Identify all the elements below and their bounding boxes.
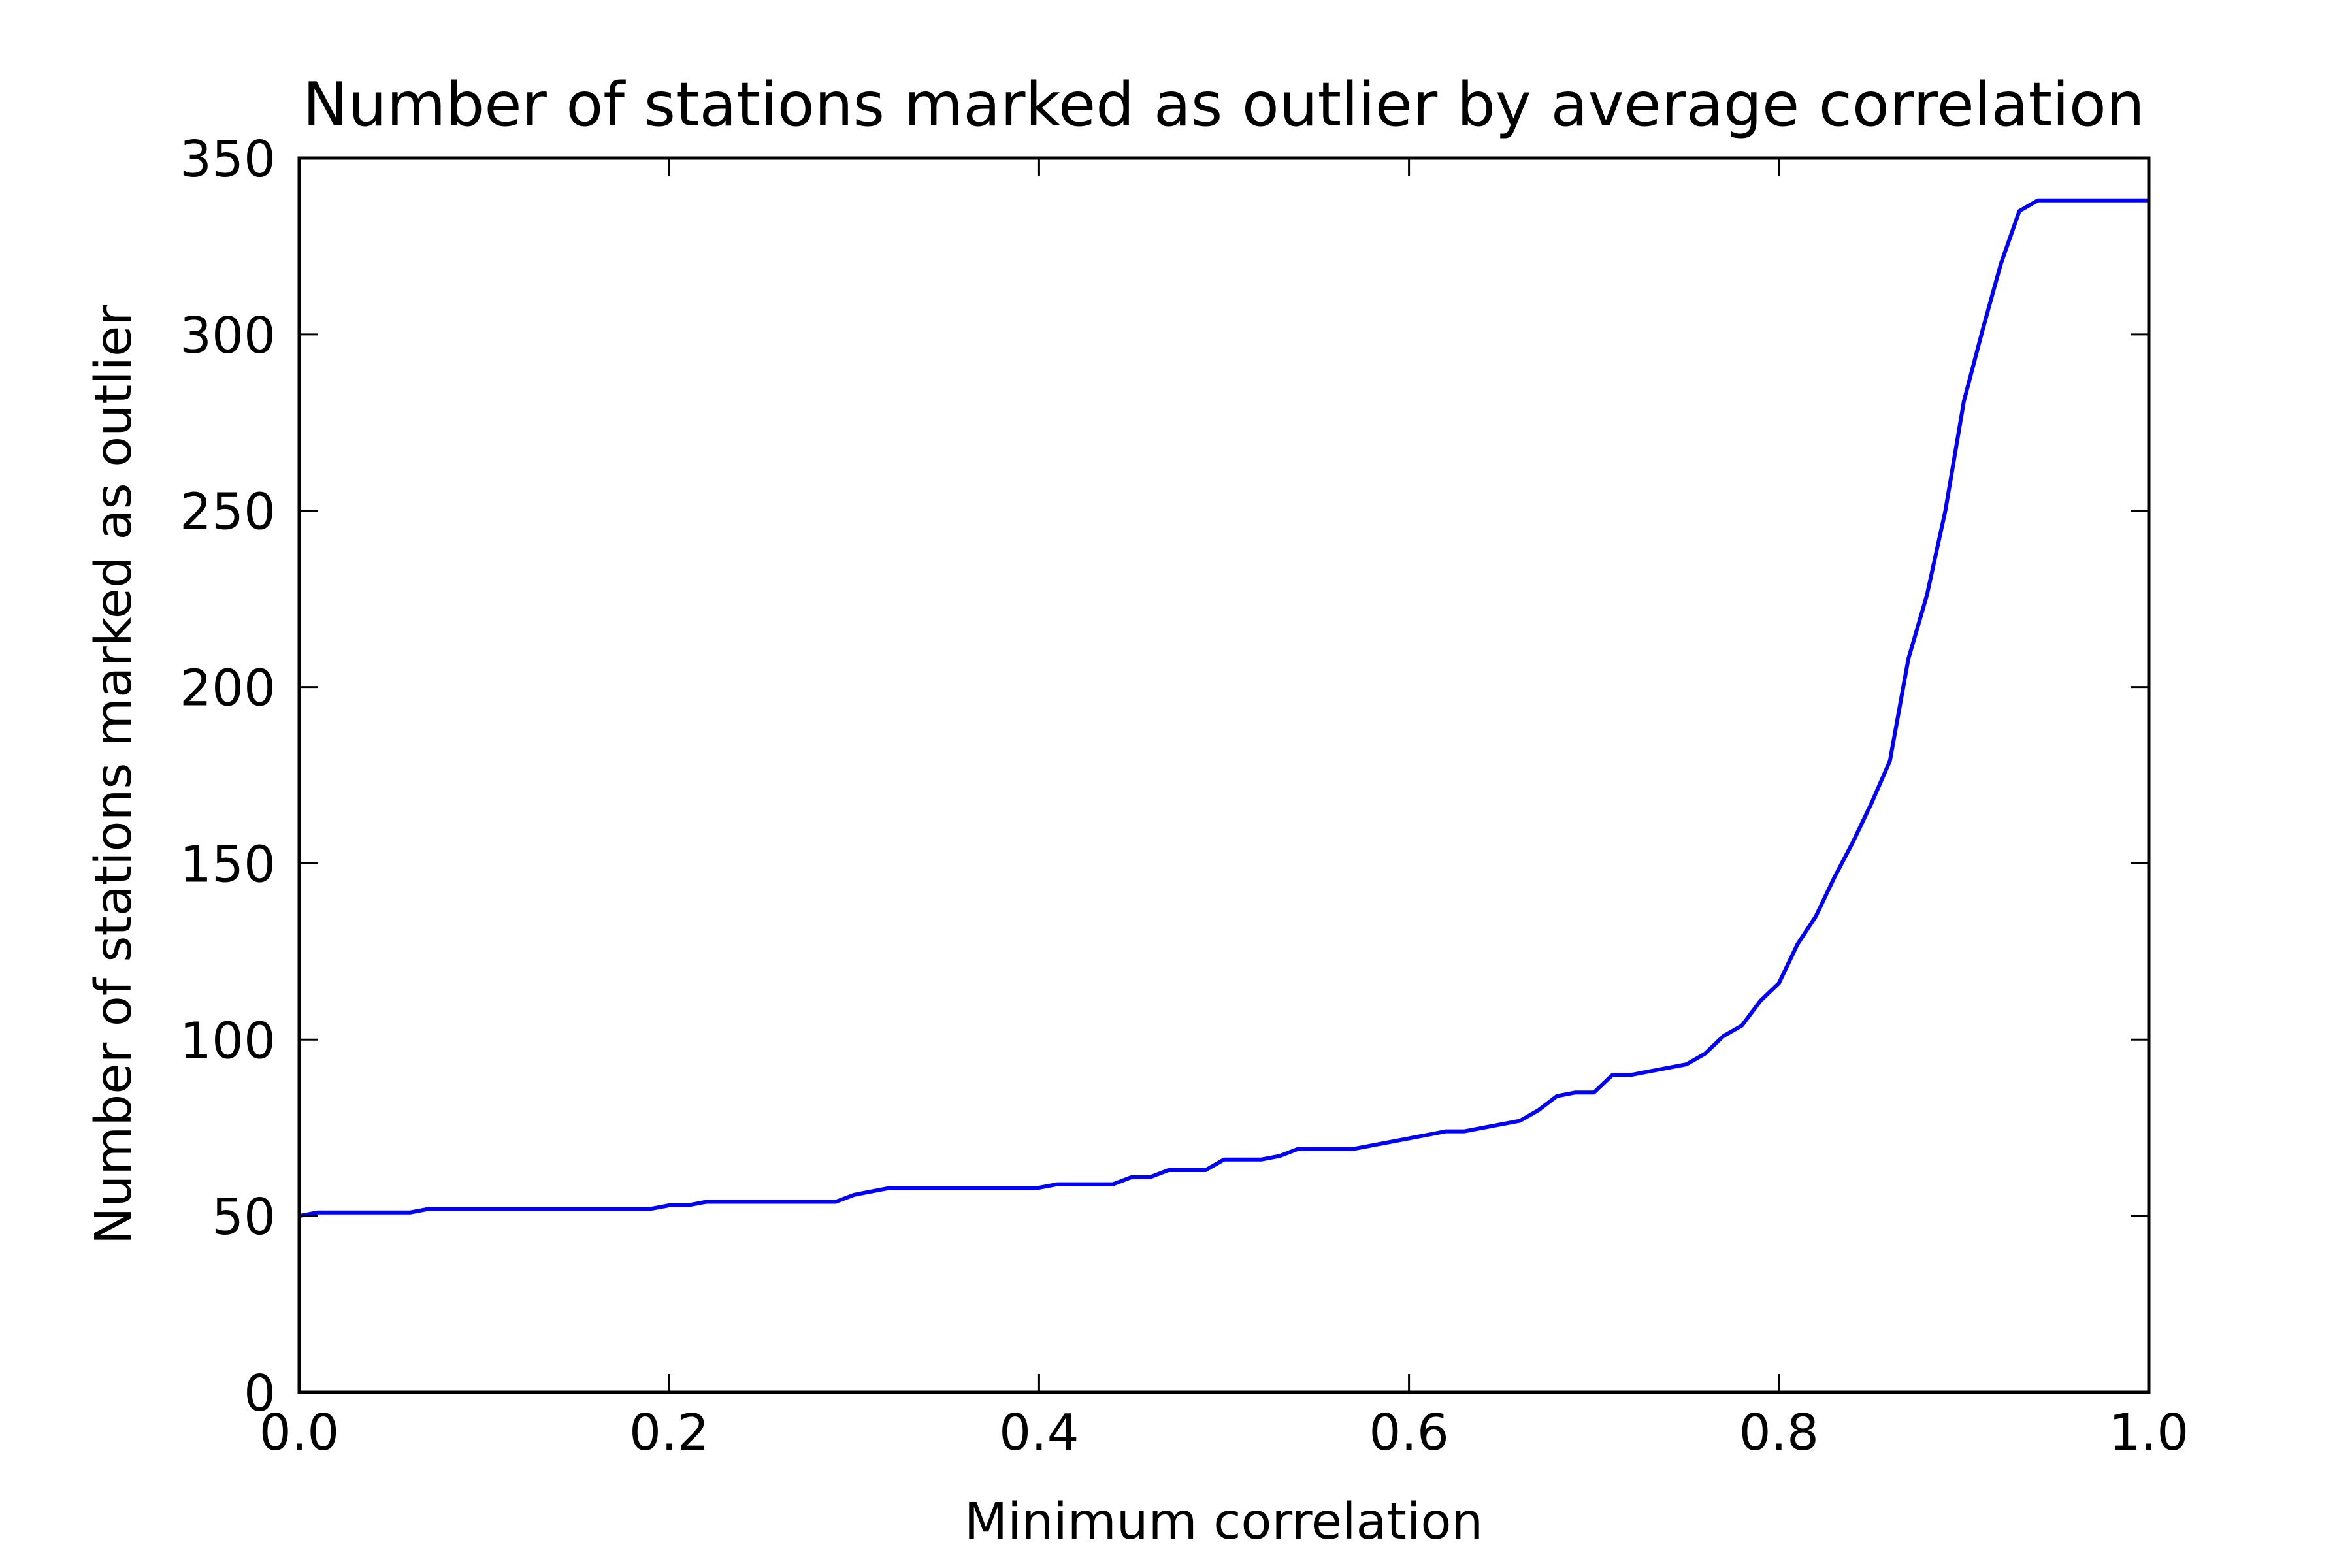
x-tick-label: 1.0 [2109,1404,2189,1462]
series-line-0 [299,198,2149,1218]
y-tick-label: 0 [244,1365,276,1423]
x-tick-label: 0.6 [1369,1404,1448,1462]
y-tick-label: 200 [180,660,276,718]
x-tick-label: 0.0 [259,1404,339,1462]
x-axis-title: Minimum correlation [964,1493,1483,1551]
y-tick-label: 250 [180,483,276,542]
axis-ticks: 0.0 0.2 0.4 0.6 0.8 1.0 0 50 100 150 200 250 300 350 [180,131,2189,1462]
x-tick-label: 0.4 [999,1404,1079,1462]
y-tick-label: 300 [180,307,276,365]
chart-title: Number of stations marked as outlier by … [302,69,2145,140]
plot-area-background [299,158,2149,1392]
y-axis-title: Number of stations marked as outlier [85,305,143,1245]
y-tick-label: 350 [180,131,276,189]
plot-frame [297,156,2151,1394]
x-tick-label: 0.8 [1739,1404,1819,1462]
chart-marks [299,198,2149,1218]
y-tick-label: 150 [180,836,276,894]
y-tick-label: 100 [180,1012,276,1070]
x-tick-label: 0.2 [629,1404,709,1462]
y-tick-label: 50 [212,1188,276,1247]
